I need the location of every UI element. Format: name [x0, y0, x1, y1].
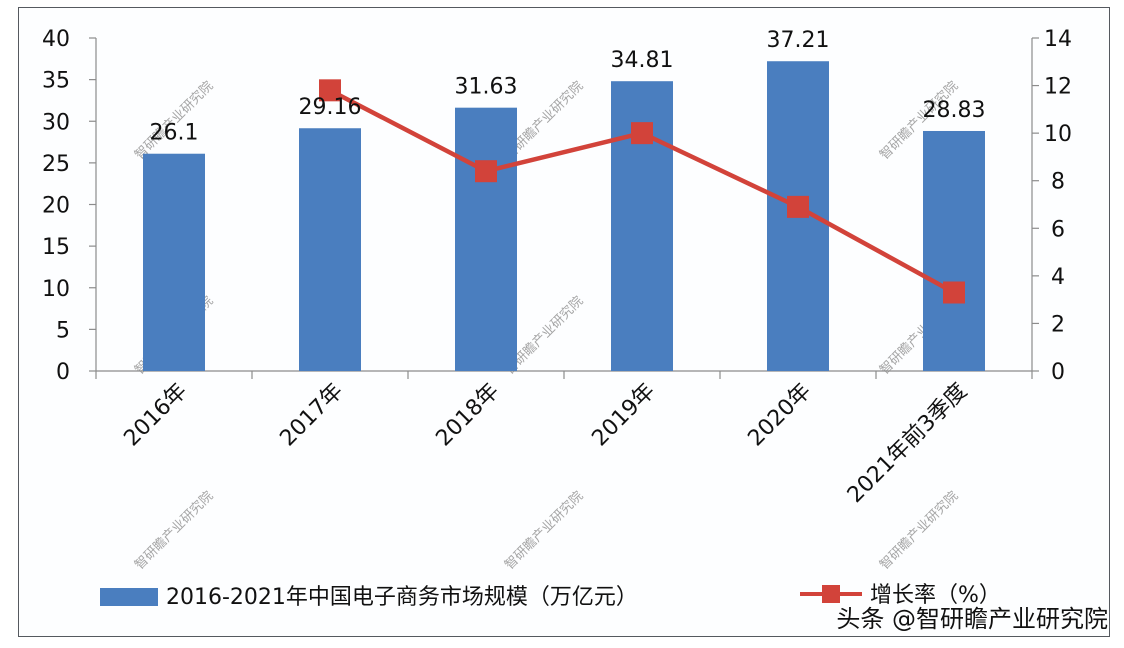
right-y-axis: 0 2 4 6 8 10 12 14 [1031, 27, 1072, 385]
line-series [319, 79, 965, 304]
bar [143, 153, 205, 371]
right-axis-tick-label: 4 [1051, 265, 1065, 290]
credit-watermark: 头条 @智研瞻产业研究院 [836, 605, 1108, 633]
watermark-text: 智研瞻产业研究院 [502, 489, 586, 573]
right-axis-tick-label: 8 [1051, 170, 1065, 195]
x-axis: 2016年 2017年 2018年 2019年 2020年 2021年前3季度 [95, 370, 1033, 508]
left-axis-tick-label: 5 [56, 318, 70, 343]
line-marker [631, 122, 653, 145]
bar [923, 130, 985, 371]
left-axis-tick-label: 35 [42, 69, 70, 94]
x-axis-category-label: 2016年 [119, 379, 192, 452]
bar-value-label: 31.63 [455, 75, 518, 100]
right-axis-tick-label: 14 [1044, 27, 1072, 52]
legend-line-marker [822, 585, 840, 603]
bar-value-label: 37.21 [767, 28, 830, 53]
right-axis-tick-label: 2 [1051, 312, 1065, 337]
bar-value-label: 28.83 [923, 98, 986, 123]
left-axis-tick-label: 40 [42, 27, 70, 52]
legend: 2016-2021年中国电子商务市场规模（万亿元） 增长率（%） [100, 583, 1001, 610]
x-axis-category-label: 2020年 [743, 379, 816, 452]
left-axis-tick-label: 15 [42, 235, 70, 260]
x-axis-category-label: 2017年 [275, 379, 348, 452]
left-y-axis: 0 5 10 15 20 25 30 35 40 [42, 27, 97, 385]
right-axis-tick-label: 12 [1044, 75, 1072, 100]
bar-value-label: 26.1 [150, 121, 199, 146]
bar [299, 128, 361, 371]
left-axis-tick-label: 30 [42, 110, 70, 135]
right-axis-tick-label: 10 [1044, 122, 1072, 147]
x-axis-category-label: 2019年 [587, 379, 660, 452]
bar-series [143, 61, 985, 372]
bar-value-label: 29.16 [299, 95, 362, 120]
left-axis-tick-label: 25 [42, 152, 70, 177]
watermarks: 智研瞻产业研究院智研瞻产业研究院智研瞻产业研究院智研瞻产业研究院智研瞻产业研究院… [132, 79, 961, 573]
watermark-text: 智研瞻产业研究院 [132, 489, 216, 573]
left-axis-tick-label: 20 [42, 194, 70, 219]
left-axis-tick-label: 0 [56, 360, 70, 385]
watermark-text: 智研瞻产业研究院 [877, 489, 961, 573]
right-axis-tick-label: 0 [1051, 360, 1065, 385]
legend-bar-swatch [100, 588, 158, 606]
right-axis-tick-label: 6 [1051, 217, 1065, 242]
bar [455, 107, 517, 372]
bar-data-labels: 26.1 29.16 31.63 34.81 37.21 28.83 [150, 28, 986, 145]
line-marker [943, 281, 965, 304]
bar-value-label: 34.81 [611, 48, 674, 73]
left-axis-tick-label: 10 [42, 277, 70, 302]
line-marker [787, 195, 809, 218]
x-axis-category-label: 2021年前3季度 [843, 379, 972, 508]
x-axis-category-label: 2018年 [431, 379, 504, 452]
line-marker [475, 160, 497, 183]
line-marker [319, 79, 341, 102]
legend-bar-label: 2016-2021年中国电子商务市场规模（万亿元） [166, 585, 638, 610]
legend-line-label: 增长率（%） [870, 583, 1001, 608]
